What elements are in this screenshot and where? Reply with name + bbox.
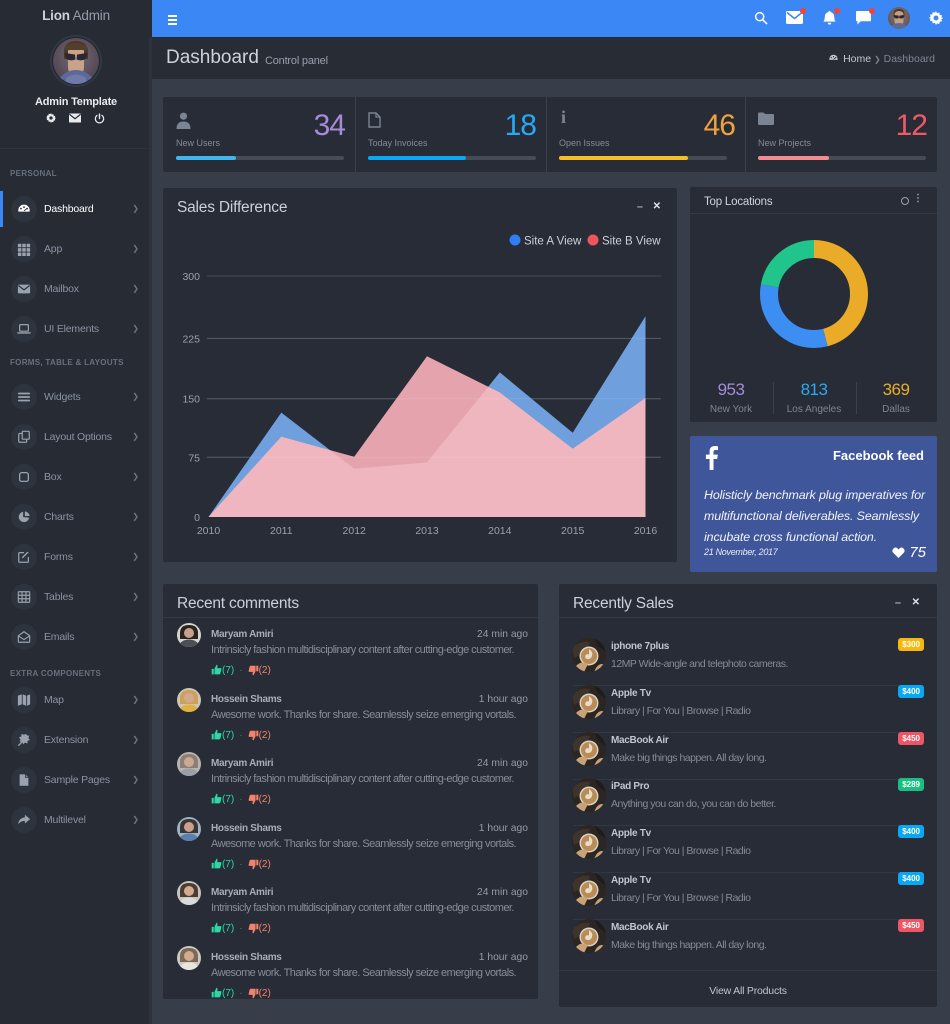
svg-text:2013: 2013 bbox=[415, 525, 439, 537]
svg-text:75: 75 bbox=[188, 452, 200, 464]
svg-text:300: 300 bbox=[182, 271, 200, 283]
svg-text:2010: 2010 bbox=[197, 525, 221, 537]
svg-text:Site A View: Site A View bbox=[524, 236, 582, 248]
svg-text:150: 150 bbox=[182, 394, 200, 406]
svg-text:0: 0 bbox=[194, 512, 200, 524]
svg-text:2011: 2011 bbox=[270, 525, 293, 537]
svg-text:2016: 2016 bbox=[634, 525, 658, 537]
svg-text:2015: 2015 bbox=[561, 525, 585, 537]
svg-text:225: 225 bbox=[182, 333, 200, 345]
svg-text:2012: 2012 bbox=[343, 525, 367, 537]
svg-text:2014: 2014 bbox=[488, 525, 512, 537]
svg-text:Site B View: Site B View bbox=[602, 236, 661, 248]
